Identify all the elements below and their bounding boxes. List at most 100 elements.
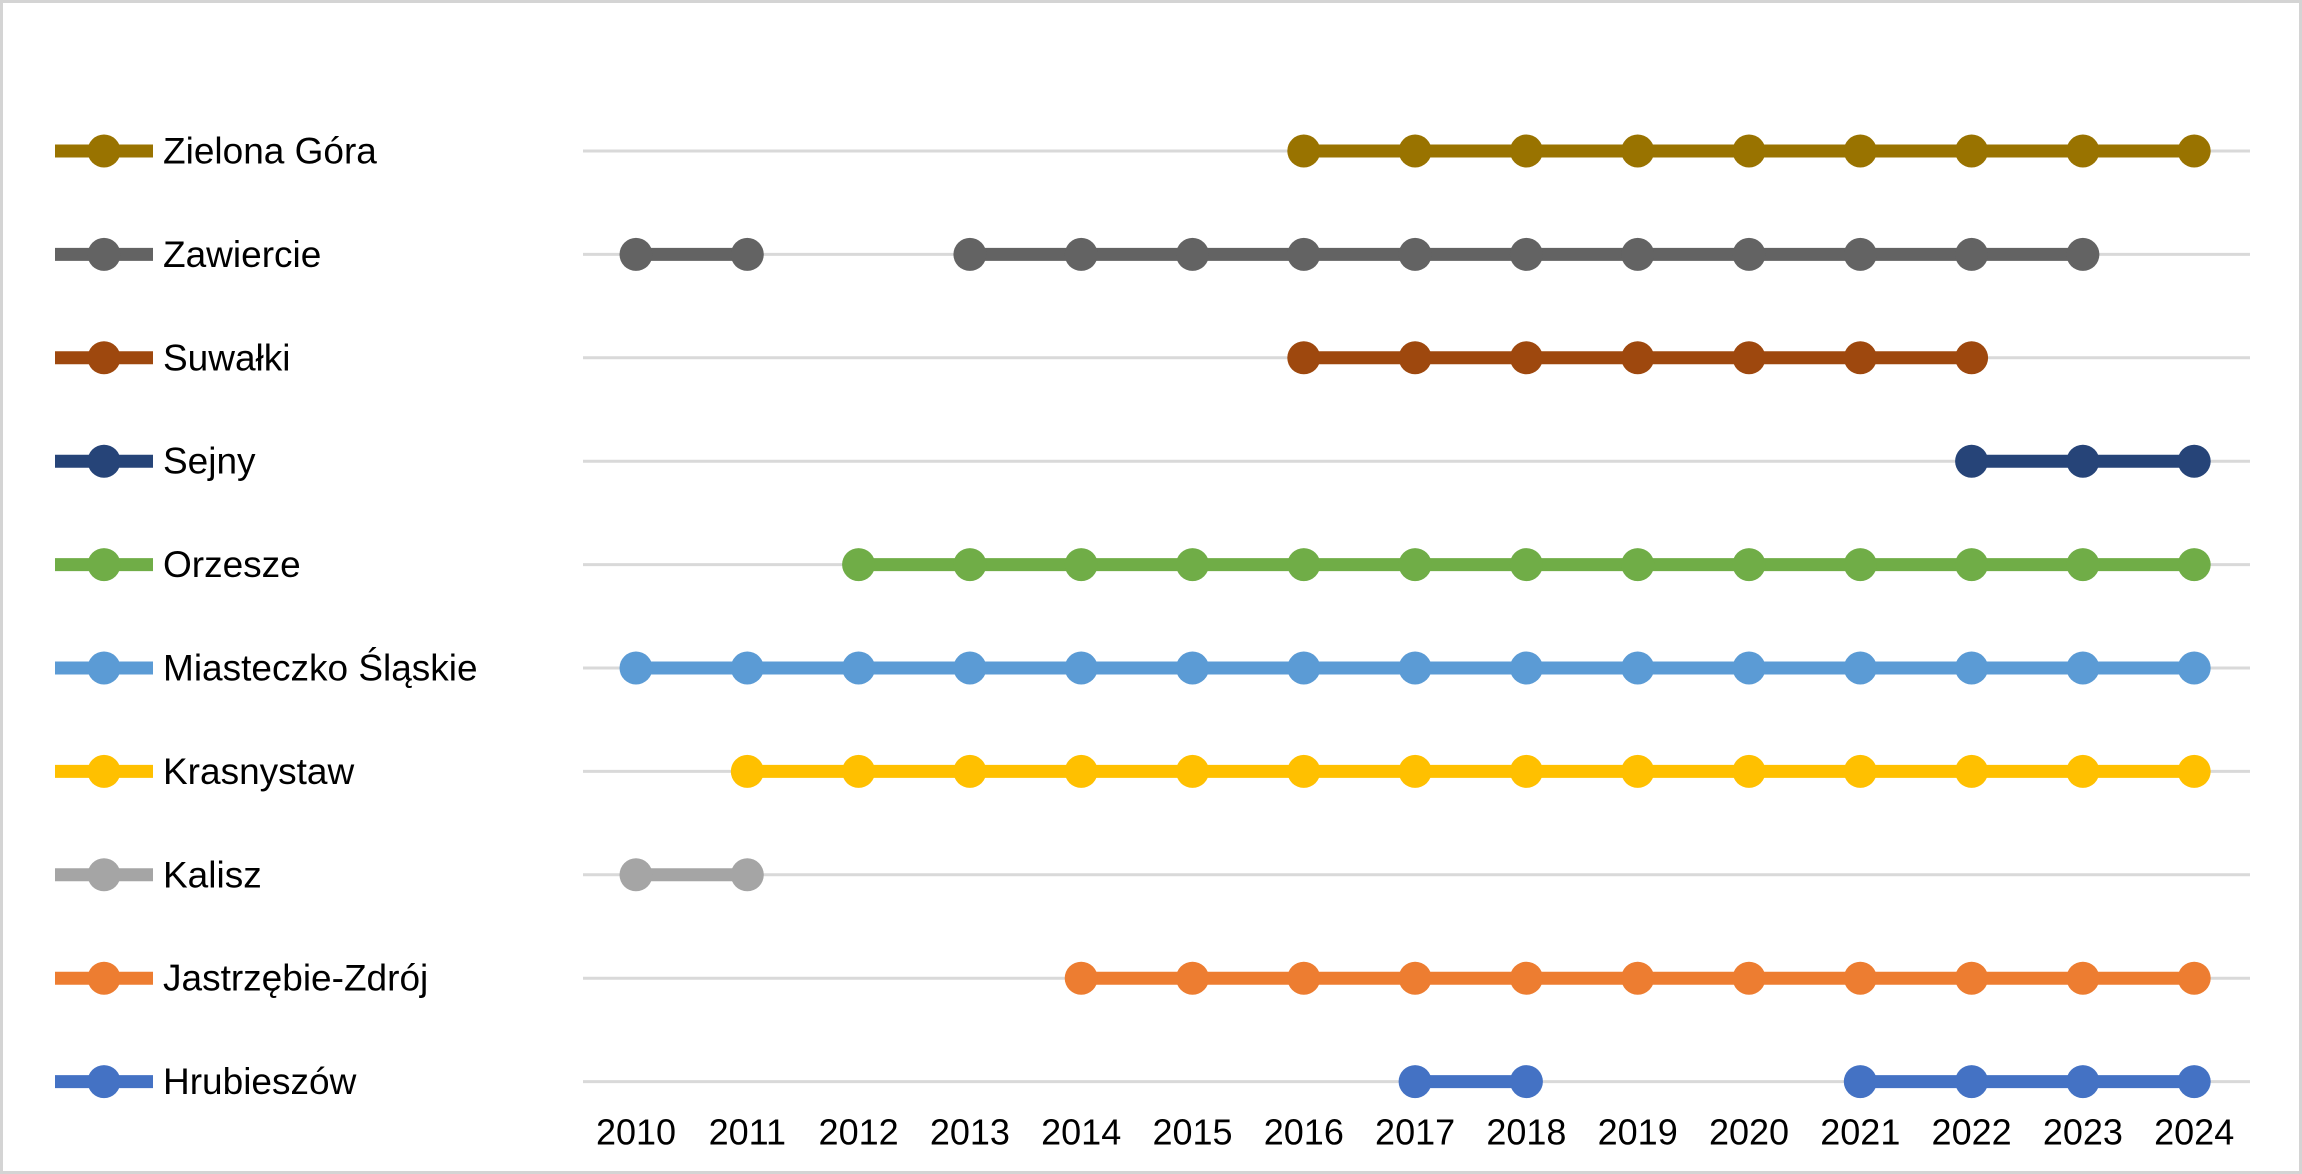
- data-point-suwalki-2019: [1621, 341, 1655, 375]
- data-point-orzesze-2021: [1843, 548, 1877, 582]
- data-point-zielona-gora-2019: [1621, 134, 1655, 168]
- legend-marker-icon: [87, 858, 121, 892]
- x-axis-tick-label: 2019: [1598, 1112, 1678, 1153]
- data-point-miasteczko-slaskie-2015: [1176, 651, 1209, 685]
- legend-item-kalisz: Kalisz: [55, 854, 262, 895]
- data-point-miasteczko-slaskie-2017: [1398, 651, 1432, 685]
- data-point-hrubieszow-2021: [1843, 1065, 1877, 1099]
- data-point-krasnystaw-2021: [1843, 754, 1877, 788]
- x-axis-tick-label: 2010: [596, 1112, 676, 1153]
- data-point-krasnystaw-2018: [1509, 754, 1543, 788]
- data-point-jastrzebie-zdroj-2024: [2177, 961, 2211, 995]
- data-point-orzesze-2017: [1398, 548, 1432, 582]
- series-layer: [619, 134, 2211, 1099]
- legend-item-krasnystaw: Krasnystaw: [55, 751, 355, 792]
- data-point-miasteczko-slaskie-2012: [842, 651, 876, 685]
- data-point-miasteczko-slaskie-2016: [1287, 651, 1321, 685]
- data-point-jastrzebie-zdroj-2016: [1287, 961, 1321, 995]
- data-point-orzesze-2013: [953, 548, 987, 582]
- grid-layer: [583, 149, 2250, 1084]
- data-point-jastrzebie-zdroj-2015: [1176, 961, 1209, 995]
- legend-marker-icon: [87, 341, 121, 375]
- data-point-zielona-gora-2017: [1398, 134, 1432, 168]
- x-axis-tick-label: 2024: [2154, 1112, 2234, 1153]
- data-point-orzesze-2022: [1955, 548, 1989, 582]
- data-point-miasteczko-slaskie-2013: [953, 651, 987, 685]
- data-point-zawiercie-2013: [953, 237, 987, 271]
- series-row-krasnystaw: [730, 754, 2211, 788]
- data-point-zawiercie-2015: [1176, 237, 1209, 271]
- data-point-suwalki-2017: [1398, 341, 1432, 375]
- legend-marker-icon: [87, 961, 121, 995]
- legend-marker-icon: [87, 237, 121, 271]
- legend-layer: Zielona Góra Zawiercie Suwałki Sejny Orzesze…: [55, 131, 478, 1102]
- legend-marker-icon: [87, 444, 121, 478]
- data-point-hrubieszow-2023: [2066, 1065, 2100, 1099]
- x-axis-tick-label: 2016: [1264, 1112, 1344, 1153]
- data-point-miasteczko-slaskie-2022: [1955, 651, 1989, 685]
- data-point-zawiercie-2016: [1287, 237, 1321, 271]
- data-point-zielona-gora-2020: [1732, 134, 1766, 168]
- data-point-zawiercie-2020: [1732, 237, 1766, 271]
- legend-label: Zielona Góra: [163, 131, 377, 172]
- data-point-krasnystaw-2011: [730, 754, 764, 788]
- legend-label: Miasteczko Śląskie: [163, 647, 478, 689]
- data-point-miasteczko-slaskie-2023: [2066, 651, 2100, 685]
- data-point-kalisz-2010: [619, 858, 653, 892]
- data-point-miasteczko-slaskie-2010: [619, 651, 653, 685]
- data-point-miasteczko-slaskie-2011: [730, 651, 764, 685]
- data-point-zielona-gora-2018: [1509, 134, 1543, 168]
- data-point-krasnystaw-2020: [1732, 754, 1766, 788]
- legend-item-jastrzebie-zdroj: Jastrzębie-Zdrój: [55, 958, 428, 999]
- x-axis-tick-label: 2017: [1375, 1112, 1455, 1153]
- data-point-krasnystaw-2012: [842, 754, 876, 788]
- series-row-suwalki: [1287, 341, 1989, 375]
- timeline-chart: Zielona Góra Zawiercie Suwałki Sejny Orzesze…: [55, 131, 2250, 1153]
- data-point-krasnystaw-2016: [1287, 754, 1321, 788]
- data-point-jastrzebie-zdroj-2023: [2066, 961, 2100, 995]
- x-axis-tick-label: 2011: [709, 1112, 786, 1153]
- legend-marker-icon: [87, 548, 121, 582]
- x-axis-tick-label: 2020: [1709, 1112, 1789, 1153]
- data-point-jastrzebie-zdroj-2022: [1955, 961, 1989, 995]
- data-point-orzesze-2015: [1176, 548, 1209, 582]
- x-axis-tick-label: 2015: [1152, 1112, 1232, 1153]
- data-point-suwalki-2022: [1955, 341, 1989, 375]
- data-point-orzesze-2018: [1509, 548, 1543, 582]
- data-point-zawiercie-2021: [1843, 237, 1877, 271]
- data-point-miasteczko-slaskie-2019: [1621, 651, 1655, 685]
- legend-item-zielona-gora: Zielona Góra: [55, 131, 377, 172]
- data-point-jastrzebie-zdroj-2021: [1843, 961, 1877, 995]
- data-point-jastrzebie-zdroj-2019: [1621, 961, 1655, 995]
- data-point-jastrzebie-zdroj-2014: [1064, 961, 1098, 995]
- data-point-jastrzebie-zdroj-2017: [1398, 961, 1432, 995]
- data-point-zielona-gora-2024: [2177, 134, 2211, 168]
- data-point-zawiercie-2023: [2066, 237, 2100, 271]
- data-point-miasteczko-slaskie-2021: [1843, 651, 1877, 685]
- legend-label: Orzesze: [163, 544, 301, 585]
- data-point-zielona-gora-2021: [1843, 134, 1877, 168]
- series-row-sejny: [1955, 444, 2211, 478]
- data-point-krasnystaw-2024: [2177, 754, 2211, 788]
- x-axis-tick-label: 2021: [1820, 1112, 1900, 1153]
- data-point-suwalki-2016: [1287, 341, 1321, 375]
- series-row-zielona-gora: [1287, 134, 2211, 168]
- data-point-orzesze-2016: [1287, 548, 1321, 582]
- data-point-hrubieszow-2017: [1398, 1065, 1432, 1099]
- data-point-krasnystaw-2015: [1176, 754, 1209, 788]
- legend-item-miasteczko-slaskie: Miasteczko Śląskie: [55, 647, 478, 689]
- data-point-orzesze-2014: [1064, 548, 1098, 582]
- data-point-zawiercie-2014: [1064, 237, 1098, 271]
- data-point-zielona-gora-2016: [1287, 134, 1321, 168]
- x-axis: 2010 2011 2012 2013 2014 2015 2016 2017 2018 2019…: [596, 1112, 2234, 1153]
- data-point-hrubieszow-2018: [1509, 1065, 1543, 1099]
- data-point-jastrzebie-zdroj-2020: [1732, 961, 1766, 995]
- series-row-zawiercie: [619, 237, 2100, 271]
- data-point-jastrzebie-zdroj-2018: [1509, 961, 1543, 995]
- legend-label: Sejny: [163, 441, 256, 482]
- legend-marker-icon: [87, 754, 121, 788]
- data-point-hrubieszow-2024: [2177, 1065, 2211, 1099]
- x-axis-tick-label: 2022: [1932, 1112, 2012, 1153]
- data-point-zawiercie-2017: [1398, 237, 1432, 271]
- data-point-orzesze-2024: [2177, 548, 2211, 582]
